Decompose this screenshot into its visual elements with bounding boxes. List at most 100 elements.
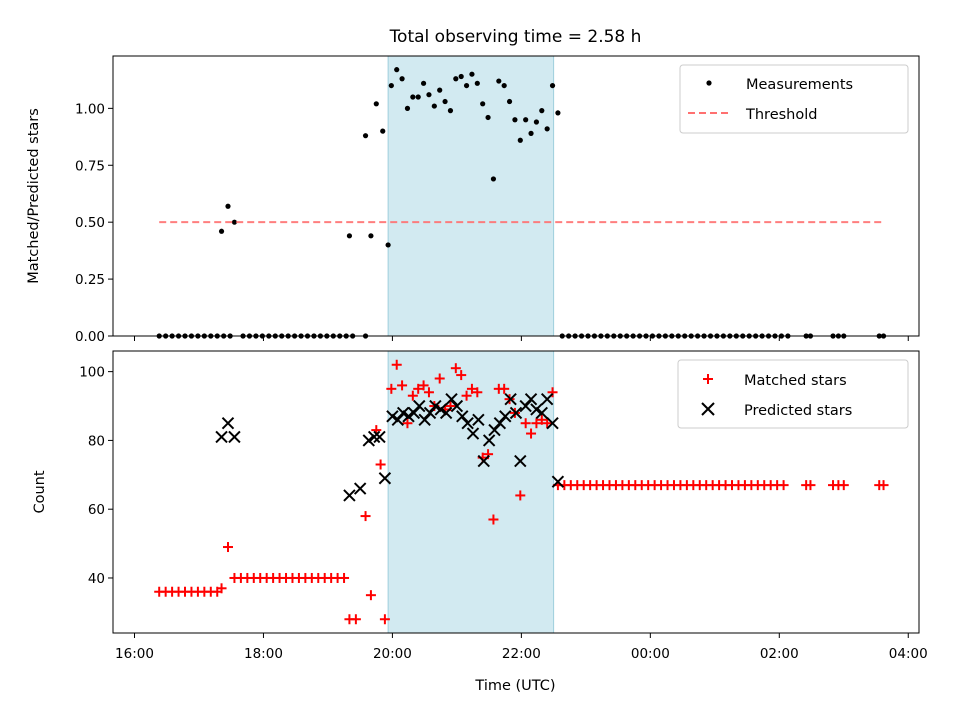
predicted-star-point xyxy=(445,392,458,406)
matched-star-point xyxy=(402,418,413,429)
bottom-y-ticks: 40 60 80 100 xyxy=(79,365,113,587)
measurement-point xyxy=(496,78,502,84)
legend-marker-measurements xyxy=(706,80,712,86)
top-ytick-label: 0.50 xyxy=(75,215,105,231)
top-ytick-label: 0.00 xyxy=(75,329,105,345)
measurement-point xyxy=(523,117,529,123)
measurement-point xyxy=(420,80,427,86)
predicted-star-point xyxy=(488,423,501,437)
legend-label-measurements: Measurements xyxy=(746,77,853,93)
measurement-point xyxy=(231,219,238,225)
measurement-point xyxy=(368,233,374,239)
measurement-point xyxy=(501,82,507,89)
matched-star-point xyxy=(379,614,390,625)
predicted-star-point xyxy=(477,454,490,468)
matched-star-point xyxy=(397,380,408,391)
legend-marker-matched xyxy=(703,374,713,384)
measurement-point xyxy=(463,82,470,89)
predicted-star-point xyxy=(540,392,554,406)
matched-star-point xyxy=(531,418,542,429)
matched-star-point xyxy=(413,383,424,394)
matched-star-point xyxy=(386,383,397,394)
legend-label-matched: Matched stars xyxy=(744,373,847,389)
predicted-star-point xyxy=(429,399,442,413)
matched-star-point xyxy=(339,572,350,583)
predicted-star-point xyxy=(418,413,431,426)
xtick-label: 00:00 xyxy=(631,646,670,662)
measurement-point xyxy=(490,176,497,182)
predicted-star-point xyxy=(215,430,228,444)
matched-star-point xyxy=(878,480,889,491)
predicted-star-point xyxy=(509,406,523,420)
predicted-star-point xyxy=(524,392,538,406)
top-y-ticks: 0.00 0.25 0.50 0.75 1.00 xyxy=(75,101,113,345)
matched-star-point xyxy=(542,418,553,429)
predicted-star-point xyxy=(221,417,235,430)
predicted-star-point xyxy=(423,406,437,420)
predicted-star-point xyxy=(378,472,392,485)
top-x-ticks xyxy=(133,336,909,341)
predicted-star-point xyxy=(499,410,512,423)
xtick-label: 04:00 xyxy=(889,646,928,662)
measurement-point xyxy=(437,87,443,93)
predicted-star-point xyxy=(343,489,356,502)
predicted-star-point xyxy=(396,406,410,420)
xtick-label: 20:00 xyxy=(373,646,412,662)
predicted-star-point xyxy=(386,410,399,423)
measurement-point xyxy=(431,103,437,109)
predicted-star-point xyxy=(407,406,421,420)
matched-star-point xyxy=(350,614,361,625)
measurement-point xyxy=(549,82,556,89)
xtick-label: 18:00 xyxy=(244,646,283,662)
xtick-label: 16:00 xyxy=(115,646,154,662)
measurement-point xyxy=(506,98,513,105)
top-axes-frame xyxy=(112,55,920,337)
measurement-point xyxy=(426,92,432,98)
predicted-star-point xyxy=(434,403,447,416)
matched-star-point xyxy=(360,511,371,522)
top-legend-frame xyxy=(679,64,909,134)
predicted-star-point xyxy=(413,399,426,413)
measurement-point xyxy=(453,76,459,82)
matched-star-point xyxy=(456,370,467,381)
measurement-point xyxy=(474,80,480,86)
bottom-axes-frame xyxy=(112,350,920,634)
predicted-star-point xyxy=(391,413,404,426)
predicted-star-point xyxy=(367,430,381,444)
measurement-point xyxy=(346,233,353,239)
measurement-point xyxy=(480,101,486,107)
matched-star-point xyxy=(778,480,789,491)
matched-star-point xyxy=(526,428,537,439)
bottom-legend-frame xyxy=(677,359,909,429)
measurement-point xyxy=(373,101,379,107)
matched-star-point xyxy=(391,359,402,370)
matched-star-point xyxy=(375,459,386,470)
matched-star-point xyxy=(216,583,227,594)
matched-star-point xyxy=(805,480,816,491)
measurement-point xyxy=(410,94,416,100)
predicted-star-point xyxy=(535,406,548,420)
bottom-ytick-label: 40 xyxy=(88,571,105,587)
predicted-star-point xyxy=(353,482,367,495)
predicted-star-point xyxy=(450,399,464,413)
top-y-axis-label: Matched/Predicted stars xyxy=(26,108,42,284)
predicted-star-point xyxy=(551,475,565,488)
predicted-star-point xyxy=(456,410,469,423)
measurement-point xyxy=(533,119,540,125)
xtick-label: 22:00 xyxy=(502,646,541,662)
predicted-star-point xyxy=(482,434,496,447)
matched-star-point xyxy=(466,383,477,394)
bottom-shaded-region xyxy=(387,350,555,634)
matched-star-point xyxy=(536,414,547,425)
measurement-point xyxy=(380,128,386,134)
measurement-point xyxy=(442,98,448,105)
predicted-star-point xyxy=(373,430,386,444)
measurement-point xyxy=(388,82,394,89)
predicted-star-point xyxy=(228,430,241,444)
measurement-point xyxy=(517,137,523,143)
measurement-point xyxy=(415,94,421,100)
measurement-point xyxy=(555,110,561,116)
matched-star-point xyxy=(365,590,376,601)
measurement-point xyxy=(512,117,518,123)
predicted-star-point xyxy=(546,417,559,430)
